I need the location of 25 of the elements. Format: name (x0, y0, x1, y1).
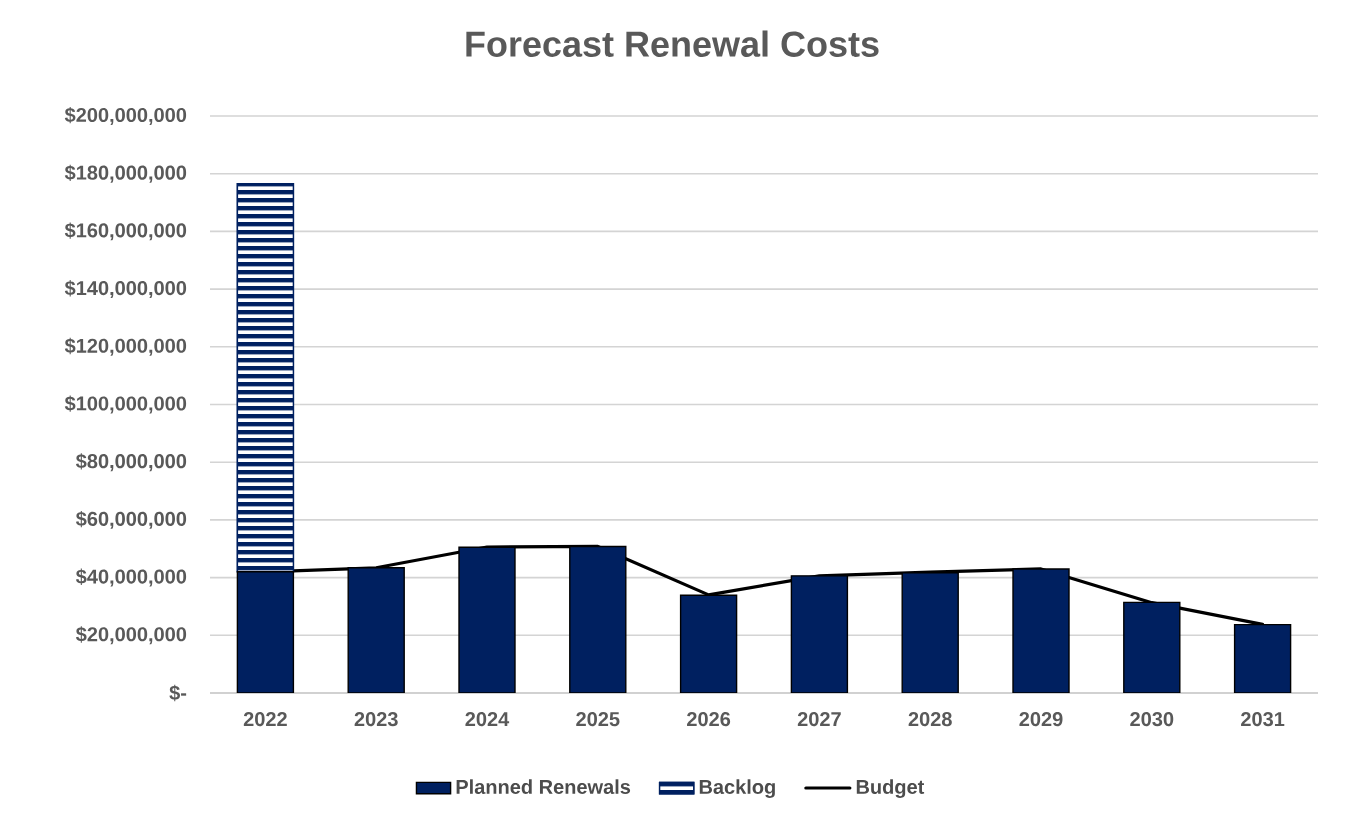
y-tick-label: $40,000,000 (75, 568, 187, 587)
y-tick-label: $60,000,000 (75, 510, 187, 529)
y-tick-label: $180,000,000 (64, 164, 187, 183)
x-tick-label: 2024 (465, 712, 510, 727)
x-tick-label: 2026 (687, 712, 731, 727)
x-tick-label: 2031 (1241, 712, 1285, 727)
y-tick-label: $100,000,000 (64, 395, 187, 414)
legend-label: Planned Renewals (456, 779, 631, 794)
y-tick-label: $80,000,000 (75, 453, 187, 472)
y-tick-label: $- (169, 684, 187, 702)
x-tick-label: 2030 (1130, 712, 1174, 727)
y-tick-label: $200,000,000 (64, 106, 187, 125)
legend-label: Backlog (699, 779, 775, 799)
y-tick-label: $120,000,000 (64, 337, 187, 356)
x-tick-label: 2023 (354, 712, 398, 727)
x-tick-label: 2027 (797, 712, 841, 727)
x-tick-label: 2028 (908, 712, 952, 727)
y-tick-label: $20,000,000 (75, 626, 187, 645)
x-tick-label: 2029 (1019, 712, 1063, 727)
legend-label: Budget (856, 779, 925, 799)
y-tick-label: $140,000,000 (64, 280, 187, 299)
y-tick-label: $160,000,000 (64, 222, 187, 241)
chart-title: Forecast Renewal Costs (466, 30, 879, 57)
x-tick-label: 2022 (243, 712, 287, 727)
x-tick-label: 2025 (576, 712, 620, 727)
